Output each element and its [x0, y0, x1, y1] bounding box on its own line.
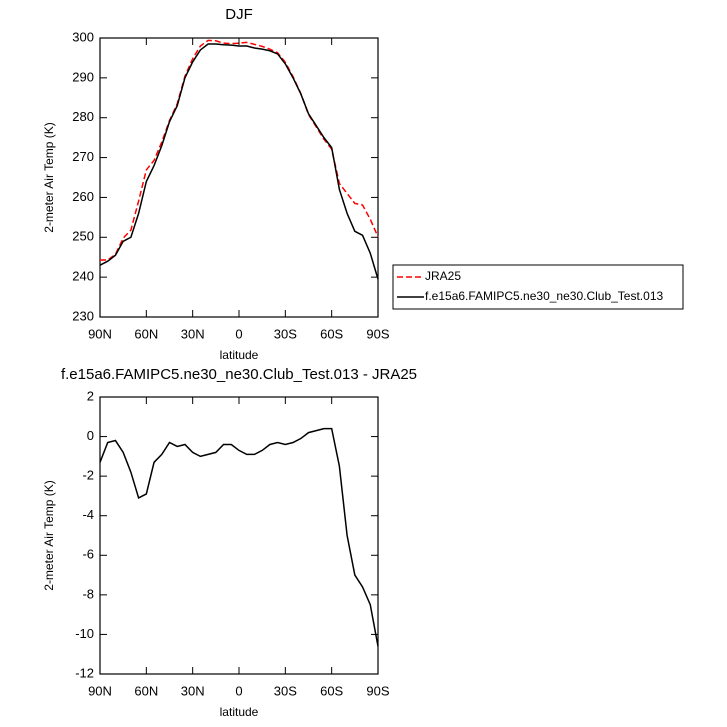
- x-tick-label: 90S: [366, 326, 389, 341]
- x-tick-label: 0: [235, 326, 242, 341]
- x-tick-label: 30S: [274, 326, 297, 341]
- y-tick-label: 290: [72, 69, 94, 84]
- y-tick-label: -8: [82, 586, 94, 601]
- y-tick-label: 260: [72, 189, 94, 204]
- y-tick-label: 2: [87, 388, 94, 403]
- y-tick-label: -12: [75, 665, 94, 680]
- y-axis-label: 2-meter Air Temp (K): [42, 480, 56, 590]
- x-axis-label: latitude: [220, 705, 259, 719]
- x-tick-label: 60S: [320, 326, 343, 341]
- legend-label: JRA25: [425, 269, 461, 283]
- x-tick-label: 60N: [134, 683, 158, 698]
- x-tick-label: 90S: [366, 683, 389, 698]
- x-tick-label: 60S: [320, 683, 343, 698]
- x-tick-label: 30S: [274, 683, 297, 698]
- y-tick-label: 0: [87, 428, 94, 443]
- y-axis-label: 2-meter Air Temp (K): [42, 122, 56, 232]
- y-tick-label: 280: [72, 109, 94, 124]
- x-tick-label: 90N: [88, 683, 112, 698]
- data-line: [100, 39, 379, 261]
- y-tick-label: -4: [82, 507, 94, 522]
- x-tick-label: 30N: [181, 683, 205, 698]
- y-tick-label: -10: [75, 626, 94, 641]
- x-tick-label: 30N: [181, 326, 205, 341]
- y-tick-label: 240: [72, 269, 94, 284]
- legend-box: [392, 264, 684, 310]
- data-line: [99, 427, 379, 647]
- plot-frame: [99, 37, 379, 318]
- legend: JRA25 f.e15a6.FAMIPC5.ne30_ne30.Club_Test…: [392, 264, 684, 310]
- data-line: [99, 43, 379, 280]
- y-tick-label: 270: [72, 149, 94, 164]
- y-tick-label: 230: [72, 308, 94, 323]
- chart-title: DJF: [225, 6, 253, 23]
- legend-label: f.e15a6.FAMIPC5.ne30_ne30.Club_Test.013: [425, 289, 663, 303]
- x-tick-label: 0: [235, 683, 242, 698]
- y-tick-label: -6: [82, 547, 94, 562]
- y-tick-label: -2: [82, 468, 94, 483]
- y-tick-label: 300: [72, 29, 94, 44]
- chart-title: f.e15a6.FAMIPC5.ne30_ne30.Club_Test.013 …: [61, 366, 417, 383]
- x-tick-label: 90N: [88, 326, 112, 341]
- plot-frame: [99, 396, 379, 675]
- x-tick-label: 60N: [134, 326, 158, 341]
- y-tick-label: 250: [72, 229, 94, 244]
- x-axis-label: latitude: [220, 348, 259, 362]
